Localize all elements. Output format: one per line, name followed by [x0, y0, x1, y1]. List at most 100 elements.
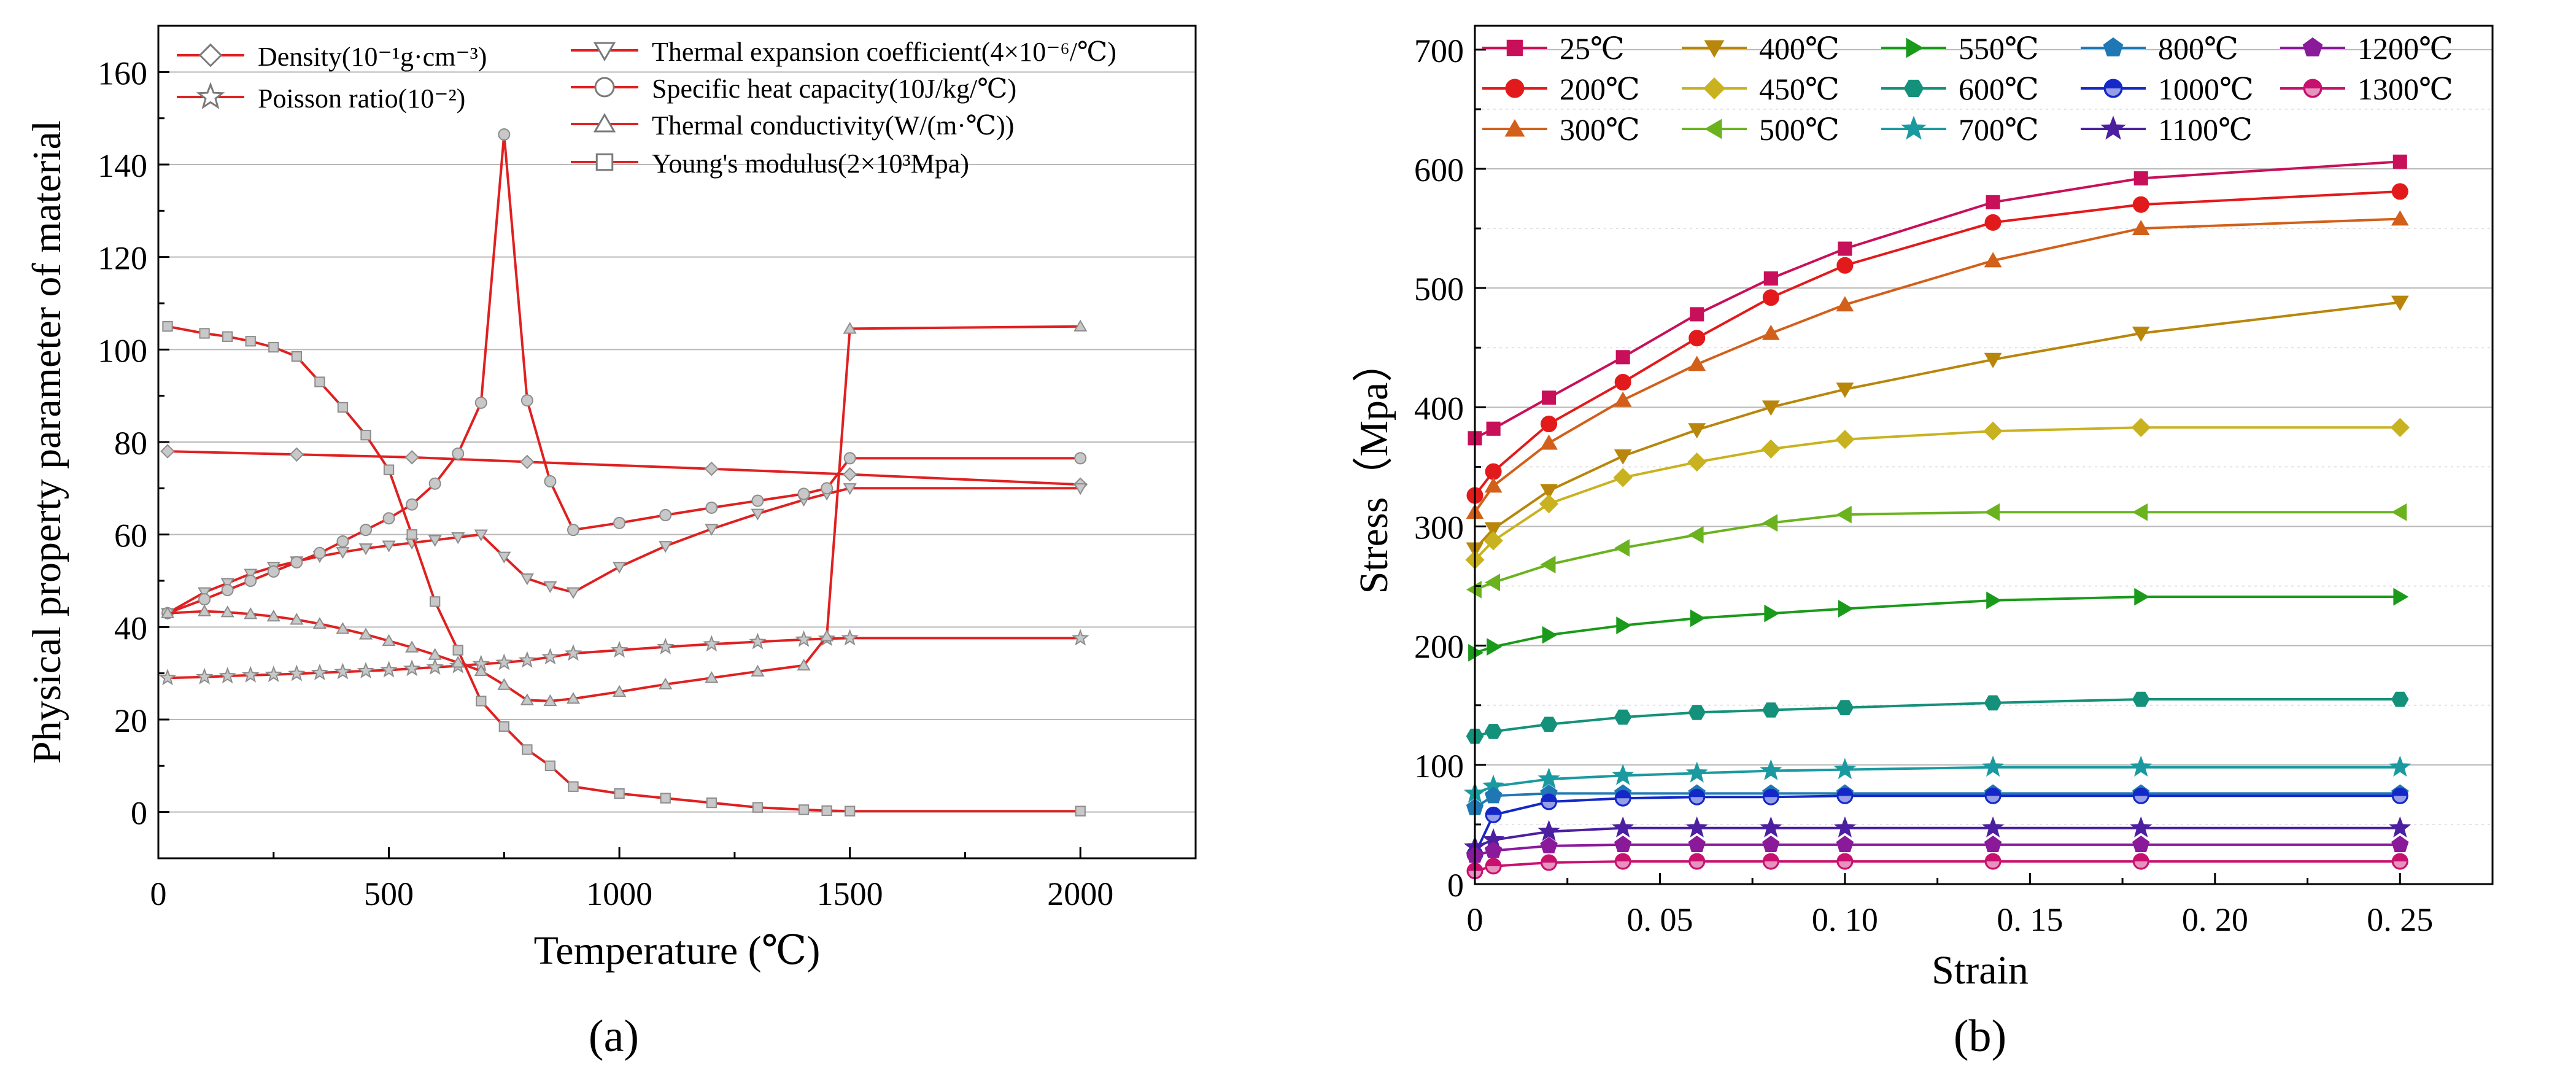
panel-a-point [752, 802, 764, 813]
panel-b-point [1833, 816, 1856, 838]
panel-b-point [1616, 616, 1632, 635]
panel-b-point [1485, 573, 1500, 592]
panel-a-series-line [167, 450, 1081, 486]
panel-b-point [1760, 759, 1782, 780]
panel-a-point [544, 475, 557, 488]
panel-a-point [821, 805, 832, 817]
panel-a-point [704, 461, 719, 476]
panel-b-point [1540, 434, 1558, 450]
panel-b-point [2132, 835, 2150, 852]
panel-b-point [1690, 307, 1704, 322]
panel-a-legend-label: Young's modulus(2×10³Mpa) [652, 149, 969, 179]
panel-a-point [568, 781, 579, 792]
panel-b-legend-marker [1901, 115, 1927, 140]
panel-b-frame [1474, 25, 2494, 885]
panel-a-legend-marker [594, 77, 615, 98]
panel-a-point [1071, 629, 1089, 646]
panel-a-point [610, 640, 629, 658]
panel-b-legend-label: 25℃ [1560, 31, 1625, 66]
panel-a-legend-marker [196, 82, 225, 109]
panel-a-point [291, 351, 302, 362]
panel-b-xtick-label: 0. 25 [2367, 901, 2433, 938]
panel-b-point-shade [1542, 863, 1555, 869]
panel-a-legend-label: Thermal expansion coefficient(4×10⁻⁶/℃) [652, 37, 1116, 67]
panel-b-point [2391, 853, 2408, 870]
panel-a-point [751, 508, 765, 521]
panel-b-point [1540, 484, 1558, 500]
panel-b-point [1982, 816, 2005, 838]
panel-b-legend-marker-shade [2106, 88, 2121, 96]
panel-a-point [290, 556, 303, 569]
panel-a-point [428, 535, 442, 547]
panel-b-legend-marker [1704, 40, 1725, 58]
panel-b-xtick-label: 0 [1467, 901, 1483, 938]
panel-b-legend-marker-shade [2305, 88, 2320, 96]
panel-a-point [404, 450, 419, 465]
panel-a-point [660, 793, 671, 804]
panel-a-point [313, 546, 326, 559]
panel-a-point [659, 677, 673, 689]
panel-b-point [1984, 787, 2002, 804]
panel-a-series [161, 128, 1087, 619]
panel-a-point [383, 464, 395, 475]
panel-a-ytick-label: 20 [114, 702, 147, 739]
panel-b-legend-label: 200℃ [1560, 72, 1640, 106]
panel-b-point [1542, 390, 1557, 405]
panel-a: 0 20 40 60 80 100 120 140 160 0 500 1000 1500 2000 De… [25, 25, 1197, 1061]
panel-a-legend-item: Young's modulus(2×10³Mpa) [571, 149, 969, 179]
panel-a-legend-item: Thermal conductivity(W/(m·℃)) [571, 111, 1014, 141]
panel-b-point [2130, 816, 2152, 838]
panel-a-point [162, 321, 173, 332]
panel-b-label: (b) [1954, 1011, 2006, 1061]
panel-a-point [613, 685, 627, 697]
panel-a-point [198, 593, 211, 606]
panel-a-point [522, 744, 533, 755]
panel-b-series [1466, 787, 2408, 863]
panel-a-series [160, 483, 1088, 620]
panel-b-point [1486, 421, 1501, 436]
panel-b-ticks: 0 100 200 300 400 500 600 700 0 0. 05 0. 10 0. 15 0.… [1414, 33, 2494, 938]
panel-a-xtick-label: 2000 [1047, 875, 1113, 912]
panel-a-point [382, 634, 396, 646]
panel-b-series [1468, 588, 2409, 662]
panel-b-point [1540, 556, 1556, 573]
panel-b-point [1614, 835, 1632, 852]
panel-b-series-line [1474, 596, 2400, 654]
panel-b-legend-item: 300℃ [1482, 112, 1640, 147]
panel-a-point [659, 509, 672, 522]
panel-a-point [452, 645, 463, 656]
panel-b-point [1984, 695, 2002, 711]
panel-a-point [358, 627, 373, 640]
panel-a-series [160, 444, 1088, 492]
panel-a-point [336, 535, 349, 548]
panel-b-legend-marker [2100, 115, 2126, 140]
panel-a-point [749, 632, 767, 650]
panel-b-point [1615, 350, 1630, 365]
panel-b-legend-marker [2302, 37, 2323, 56]
panel-a-series [162, 321, 1086, 817]
panel-b-legend-marker [2103, 37, 2124, 56]
panel-b-legend-label: 550℃ [1959, 31, 2039, 66]
panel-a-point [495, 653, 513, 670]
panel-a-point [751, 664, 765, 677]
panel-b-legend-item: 450℃ [1682, 72, 1839, 106]
panel-a-series [158, 128, 1089, 817]
panel-b-series [1466, 210, 2409, 519]
panel-b-xtick-label: 0. 10 [1812, 901, 1878, 938]
panel-b-point [1484, 724, 1503, 739]
panel-a-legend-marker [595, 153, 614, 171]
panel-b-point-shade [1986, 796, 2000, 802]
panel-b-legend-item: 550℃ [1881, 31, 2039, 66]
panel-a-ytick-label: 140 [98, 147, 147, 184]
panel-b-series-line [1474, 301, 2400, 550]
panel-b-point [2392, 154, 2407, 169]
panel-b-point [1614, 853, 1631, 870]
panel-b-point-shade [2134, 796, 2148, 802]
panel-b-point [1762, 835, 1780, 852]
panel-b-legend-marker [1505, 79, 1525, 98]
panel-b-point [1539, 494, 1559, 514]
panel-a-point [541, 648, 559, 665]
panel-b-point [1836, 787, 1854, 804]
panel-b-point [1762, 702, 1780, 718]
panel-a-point [614, 788, 625, 799]
